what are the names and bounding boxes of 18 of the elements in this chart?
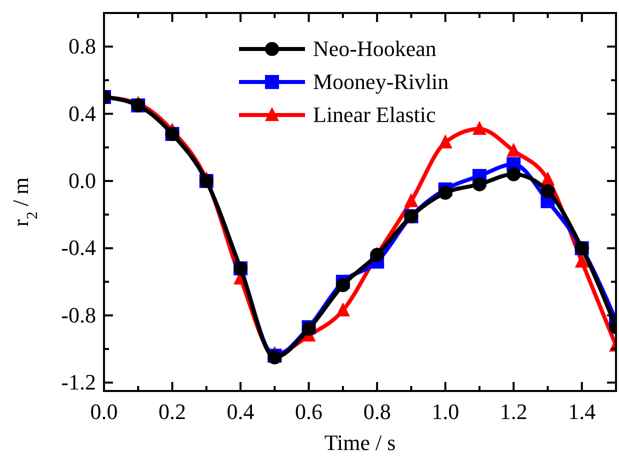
y-tick-label: 0.4: [68, 100, 96, 126]
legend-label: Linear Elastic: [313, 102, 436, 127]
y-tick-label: 0.0: [68, 168, 96, 193]
x-tick-label: 0.4: [226, 399, 254, 424]
x-tick-label: 0.0: [90, 399, 118, 424]
x-tick-label: 0.6: [295, 399, 323, 424]
y-tick-label: 0.8: [68, 34, 96, 59]
x-tick-label: 1.0: [432, 399, 460, 424]
x-tick-label: 0.2: [158, 399, 186, 424]
x-tick-label: 1.2: [500, 399, 528, 424]
legend-label: Mooney-Rivlin: [313, 69, 449, 94]
y-tick-label: -1.2: [61, 370, 96, 395]
y-tick-label: -0.4: [61, 235, 96, 260]
x-axis-title: Time / s: [324, 430, 396, 455]
x-tick-label: 0.8: [363, 399, 391, 424]
y-tick-label: -0.8: [61, 302, 96, 328]
x-tick-label: 1.4: [568, 399, 596, 424]
legend-label: Neo-Hookean: [313, 36, 436, 61]
